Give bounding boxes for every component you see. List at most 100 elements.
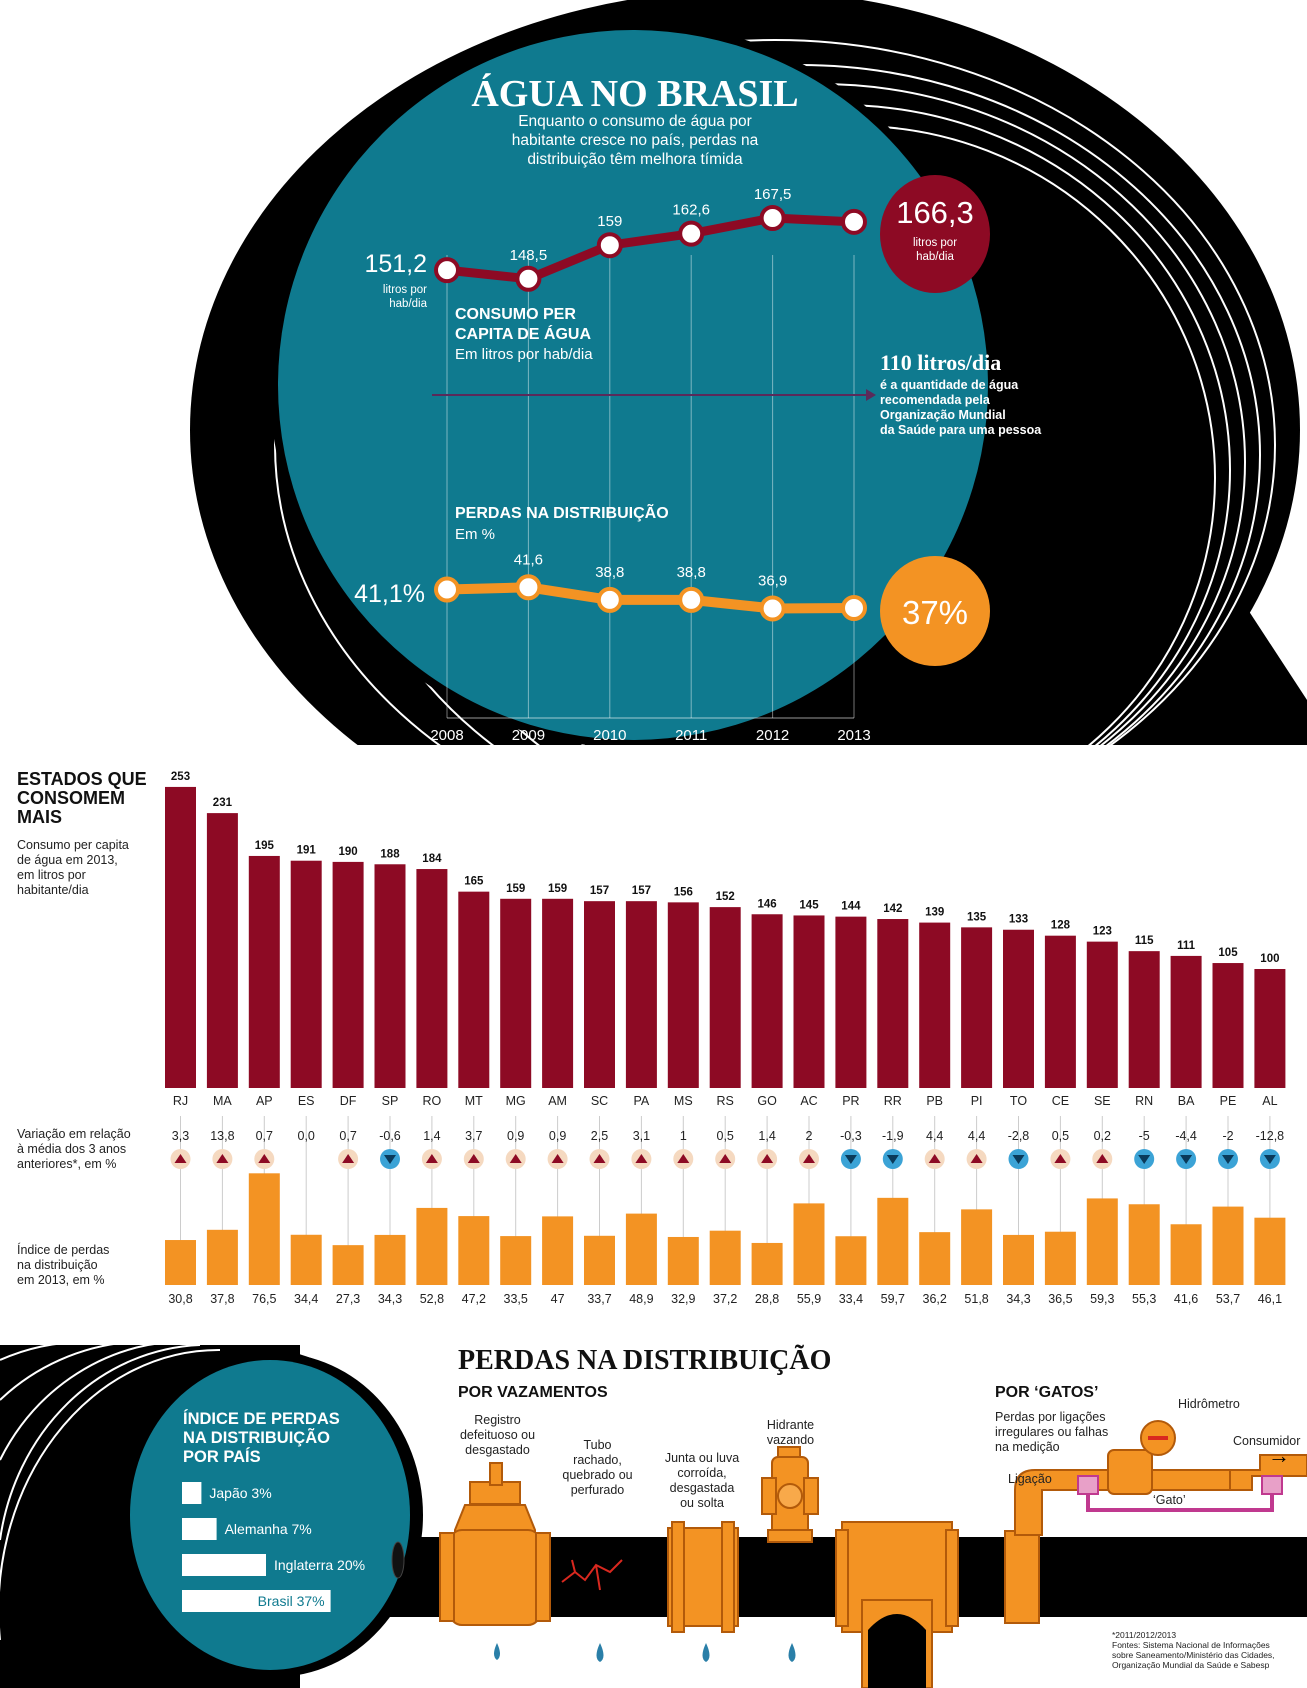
loss-value-label: 37,8	[210, 1292, 234, 1306]
state-tick-label: AC	[800, 1094, 817, 1108]
loss-value-label: 55,3	[1132, 1292, 1156, 1306]
perdas-data-label: 41,6	[514, 551, 543, 568]
leak-label-line: ou solta	[680, 1496, 724, 1510]
reference-text-line: recomendada pela	[880, 393, 990, 407]
up-triangle-icon	[1096, 1154, 1109, 1163]
state-tick-label: SC	[591, 1094, 608, 1108]
perdas-start-value: 41,1%	[354, 580, 425, 608]
consumption-bar	[667, 902, 699, 1088]
loss-label: Índice de perdas na distribuição em 2013…	[17, 1243, 109, 1288]
loss-bar	[290, 1234, 322, 1285]
top-line-charts: 2008 2009 2010 2011 2012 2013 148,5 159 162,6 167…	[430, 186, 876, 744]
consumo-point	[678, 220, 705, 247]
year-tick-label: 2009	[512, 727, 545, 744]
up-triangle-icon	[258, 1154, 271, 1163]
loss-bar	[919, 1232, 951, 1285]
consumption-value-label: 195	[255, 840, 275, 852]
subtitle-line: Enquanto o consumo de água por	[518, 113, 752, 130]
up-triangle-icon	[719, 1154, 732, 1163]
up-triangle-icon	[761, 1154, 774, 1163]
consumption-value-label: 111	[1177, 940, 1196, 952]
footnote: *2011/2012/2013 Fontes: Sistema Nacional…	[1112, 1630, 1275, 1670]
up-triangle-icon	[593, 1154, 606, 1163]
consumo-end-value: 166,3	[896, 195, 974, 230]
perdas-data-label: 38,8	[595, 564, 624, 581]
arrow-right-icon: →	[1268, 1443, 1290, 1468]
consumption-value-label: 139	[925, 907, 944, 919]
consumption-bar	[793, 915, 825, 1088]
consumidor-label: Consumidor	[1233, 1434, 1301, 1448]
loss-value-label: 59,7	[881, 1292, 905, 1306]
variation-value-label: 0,7	[256, 1129, 273, 1143]
up-triangle-icon	[174, 1154, 187, 1163]
valve-illustration	[439, 1462, 551, 1626]
consumo-title-line: CONSUMO PER	[455, 306, 576, 323]
white-band	[0, 745, 1307, 890]
consumption-value-label: 135	[967, 911, 987, 923]
consumption-bar	[709, 907, 741, 1088]
hidrometro-label: Hidrômetro	[1178, 1397, 1240, 1411]
leak-label-line: perfurado	[570, 1483, 625, 1497]
leak-label-line: Hidrante	[766, 1418, 815, 1432]
consumption-value-label: 157	[590, 885, 609, 897]
loss-bar	[500, 1236, 532, 1285]
consumo-series-line	[446, 213, 855, 284]
countries-title: ÍNDICE DE PERDAS NA DISTRIBUIÇÃO POR PAÍ…	[183, 1410, 340, 1467]
consumo-data-label: 159	[597, 213, 622, 230]
loss-value-label: 32,9	[671, 1292, 695, 1306]
variation-value-label: 2	[806, 1129, 813, 1143]
country-bar-label: Japão 3%	[209, 1485, 271, 1501]
consumption-value-label: 159	[548, 883, 567, 895]
leak-label-line: Tubo	[583, 1438, 612, 1452]
consumo-end-unit-line: litros por	[912, 237, 958, 249]
loss-value-label: 37,2	[713, 1292, 737, 1306]
consumption-value-label: 156	[674, 886, 693, 898]
states-desc-line: habitante/dia	[17, 883, 89, 897]
perdas-point	[596, 586, 623, 613]
state-tick-label: MA	[213, 1094, 232, 1108]
consumo-data-label: 167,5	[754, 186, 792, 203]
variation-value-label: -5	[1139, 1129, 1150, 1143]
loss-bar	[961, 1209, 993, 1285]
consumption-bar	[332, 861, 364, 1088]
loss-value-label: 27,3	[336, 1292, 360, 1306]
footnote-line: sobre Saneamento/Ministério das Cidades,	[1112, 1650, 1275, 1660]
loss-value-label: 47	[551, 1292, 565, 1306]
consumption-value-label: 165	[464, 876, 484, 888]
variation-value-label: 3,1	[633, 1129, 650, 1143]
loss-label-line: em 2013, em %	[17, 1273, 105, 1287]
loss-value-label: 47,2	[462, 1292, 486, 1306]
tee-illustration	[835, 1521, 959, 1688]
perdas-point	[515, 574, 542, 601]
variation-value-label: 1	[680, 1129, 687, 1143]
droplets	[494, 1643, 796, 1662]
joint-illustration	[667, 1521, 739, 1633]
connection-illustration	[1004, 1420, 1307, 1624]
state-tick-label: AM	[548, 1094, 567, 1108]
variation-value-label: -0,6	[379, 1129, 401, 1143]
perdas-data-label: 38,8	[677, 564, 706, 581]
leak-label-line: desgastada	[669, 1481, 735, 1495]
up-triangle-icon	[928, 1154, 941, 1163]
leak-label-line: corroída,	[677, 1466, 727, 1480]
leak-label-line: rachado,	[573, 1453, 622, 1467]
consumo-end-unit: litros por hab/dia	[880, 236, 990, 264]
country-bar-label: Alemanha 7%	[225, 1521, 312, 1537]
consumption-bar	[1212, 963, 1244, 1088]
reference-arrow-icon	[866, 389, 876, 401]
consumption-value-label: 128	[1051, 920, 1071, 932]
subtitle: Enquanto o consumo de água por habitante…	[470, 112, 800, 169]
loss-value-label: 33,5	[504, 1292, 528, 1306]
gatos-desc: Perdas por ligações irregulares ou falha…	[995, 1410, 1108, 1455]
consumption-bar	[835, 916, 867, 1088]
consumption-bar	[458, 891, 490, 1088]
variation-label-line: à média dos 3 anos	[17, 1142, 127, 1156]
loss-value-label: 55,9	[797, 1292, 821, 1306]
state-tick-label: PB	[926, 1094, 943, 1108]
state-tick-label: SP	[382, 1094, 399, 1108]
loss-bar	[1212, 1206, 1244, 1285]
states-desc-line: em litros por	[17, 868, 86, 882]
consumption-bar	[877, 919, 909, 1088]
consumption-bar	[206, 813, 238, 1088]
